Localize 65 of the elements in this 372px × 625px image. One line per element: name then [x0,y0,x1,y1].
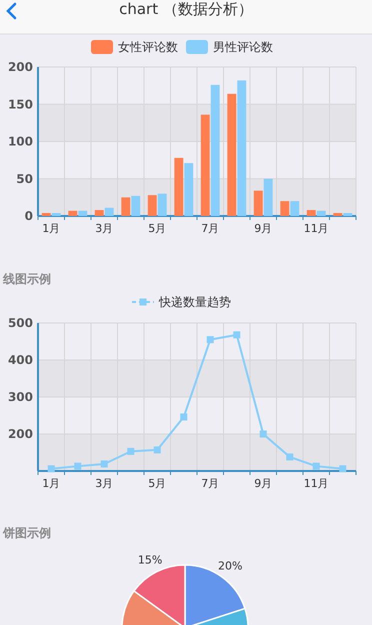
chart-title: chart （数据分析） [119,0,253,18]
bar [290,201,300,216]
point [154,446,161,454]
x-tick-label: 11月 [304,222,329,235]
bar [237,80,246,216]
point [100,460,108,468]
bar [174,158,184,216]
y-tick-label: 300 [8,390,33,404]
y-tick-label: 100 [8,134,33,149]
y-tick-label: 200 [8,60,33,74]
x-tick-label: 5月 [148,222,166,235]
legend-label: 快递数量趋势 [158,295,231,310]
point [74,462,82,470]
point [206,336,214,344]
bar [254,190,263,216]
y-tick-label: 50 [16,172,33,186]
bar [316,210,326,216]
point [127,448,134,455]
bar [42,213,51,216]
bar [68,210,78,216]
y-tick-label: 500 [8,316,33,330]
bar [78,210,88,216]
x-tick-label: 5月 [148,477,166,490]
point [286,453,294,460]
bar [333,213,342,216]
x-tick-label: 3月 [95,477,114,490]
point [312,462,320,470]
y-tick-label: 0 [24,209,33,224]
point [180,413,188,420]
bar [227,94,236,216]
y-tick-label: 150 [8,97,33,112]
x-tick-label: 9月 [254,477,272,490]
chart-title: 饼图示例 [2,526,51,540]
x-tick-label: 1月 [42,477,60,490]
legend-label: 男性评论数 [213,40,273,54]
bar [131,196,140,216]
data-label: 15% [138,553,162,566]
x-tick-label: 3月 [95,222,114,235]
bar [343,213,352,216]
legend-label: 女性评论数 [118,40,178,54]
bar [148,195,157,216]
point [233,331,240,338]
bar [52,213,61,216]
point [339,465,346,472]
bar [200,114,210,216]
data-label: 20% [218,560,242,573]
bar [306,210,316,216]
bar [94,210,104,216]
x-tick-label: 7月 [201,477,220,490]
bar [184,163,194,216]
bar [121,197,130,216]
bar [210,84,220,216]
chart-title: 线图示例 [2,272,51,286]
x-tick-label: 11月 [304,477,329,490]
point [48,465,55,472]
bar [280,201,290,216]
bar [264,178,273,216]
bar [158,194,167,216]
x-tick-label: 7月 [201,222,220,235]
y-tick-label: 400 [8,353,33,368]
x-tick-label: 9月 [254,222,272,235]
point [260,430,267,438]
x-tick-label: 1月 [42,222,60,235]
bar [104,208,114,216]
y-tick-label: 200 [8,427,33,442]
